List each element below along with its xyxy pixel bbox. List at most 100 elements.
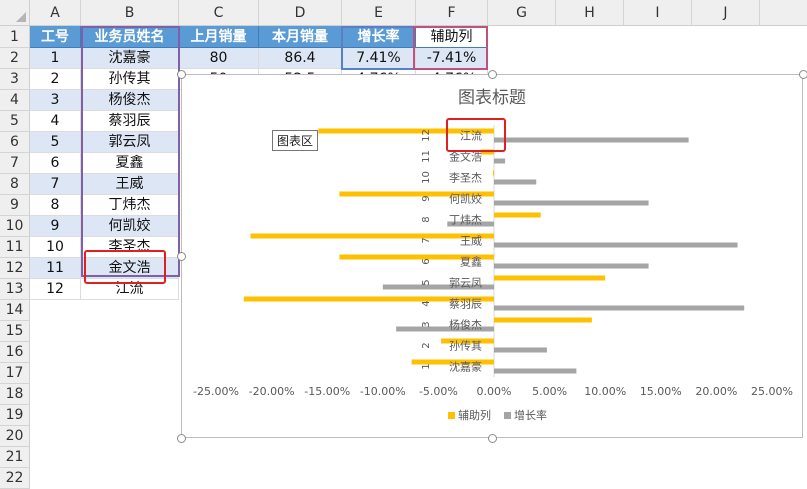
cell-name-4[interactable]: 蔡羽辰 (81, 111, 179, 132)
column-header-k[interactable] (760, 0, 807, 26)
cell-name-2[interactable]: 孙传其 (81, 69, 179, 90)
cell-name-3[interactable]: 杨俊杰 (81, 90, 179, 111)
cell-id-1[interactable]: 1 (30, 48, 81, 69)
cell-name-8[interactable]: 丁炜杰 (81, 195, 179, 216)
row-header-21[interactable]: 21 (0, 447, 30, 468)
row-header-12[interactable]: 12 (0, 258, 30, 279)
row-header-15[interactable]: 15 (0, 321, 30, 342)
bar-growth-8[interactable] (447, 221, 494, 227)
bar-growth-3[interactable] (396, 326, 494, 332)
header-cell-b[interactable]: 业务员姓名 (81, 26, 179, 48)
row-header-14[interactable]: 14 (0, 300, 30, 321)
header-cell-f[interactable]: 辅助列 (416, 26, 488, 48)
row-header-7[interactable]: 7 (0, 153, 30, 174)
cell-id-10[interactable]: 10 (30, 237, 81, 258)
row-header-8[interactable]: 8 (0, 174, 30, 195)
row-header-19[interactable]: 19 (0, 405, 30, 426)
bar-helper-2[interactable] (441, 338, 494, 344)
row-header-16[interactable]: 16 (0, 342, 30, 363)
row-header-17[interactable]: 17 (0, 363, 30, 384)
row-header-6[interactable]: 6 (0, 132, 30, 153)
header-cell-a[interactable]: 工号 (30, 26, 81, 48)
column-header-b[interactable]: B (81, 0, 179, 26)
chart-resize-handle-top-middle[interactable] (488, 70, 497, 79)
cell-name-11[interactable]: 金文浩 (81, 258, 179, 279)
row-header-2[interactable]: 2 (0, 48, 30, 69)
bar-helper-6[interactable] (339, 254, 494, 260)
cell-name-12[interactable]: 江流 (81, 279, 179, 300)
header-cell-d[interactable]: 本月销量 (259, 26, 342, 48)
cell-name-5[interactable]: 郭云凤 (81, 132, 179, 153)
bar-growth-10[interactable] (494, 179, 537, 185)
bar-helper-8[interactable] (494, 212, 541, 218)
row-header-18[interactable]: 18 (0, 384, 30, 405)
column-header-f[interactable]: F (416, 0, 488, 26)
cell-this-month-1[interactable]: 86.4 (259, 48, 342, 69)
column-header-i[interactable]: I (624, 0, 692, 26)
header-cell-c[interactable]: 上月销量 (179, 26, 259, 48)
bar-growth-5[interactable] (382, 284, 494, 290)
bar-growth-6[interactable] (494, 263, 649, 269)
bar-growth-9[interactable] (494, 200, 649, 206)
legend-label-2: 增长率 (514, 408, 547, 422)
row-header-3[interactable]: 3 (0, 69, 30, 90)
category-label-3: 杨俊杰 (449, 318, 482, 332)
cell-id-11[interactable]: 11 (30, 258, 81, 279)
column-header-e[interactable]: E (342, 0, 416, 26)
cell-last-month-1[interactable]: 80 (179, 48, 259, 69)
bar-helper-11[interactable] (480, 149, 494, 155)
cell-id-8[interactable]: 8 (30, 195, 81, 216)
bar-helper-3[interactable] (494, 317, 592, 323)
cell-id-5[interactable]: 5 (30, 132, 81, 153)
row-header-1[interactable]: 1 (0, 26, 30, 48)
cell-id-4[interactable]: 4 (30, 111, 81, 132)
cell-id-9[interactable]: 9 (30, 216, 81, 237)
row-header-22[interactable]: 22 (0, 468, 30, 489)
cell-name-10[interactable]: 李圣杰 (81, 237, 179, 258)
column-header-a[interactable]: A (30, 0, 81, 26)
row-header-20[interactable]: 20 (0, 426, 30, 447)
cell-id-7[interactable]: 7 (30, 174, 81, 195)
row-header-11[interactable]: 11 (0, 237, 30, 258)
bar-helper-4[interactable] (243, 296, 494, 302)
cell-name-1[interactable]: 沈嘉豪 (81, 48, 179, 69)
header-cell-e[interactable]: 增长率 (342, 26, 416, 48)
row-header-13[interactable]: 13 (0, 279, 30, 300)
cell-id-12[interactable]: 12 (30, 279, 81, 300)
chart-area[interactable]: 图表标题 -25.00% -20.00% -15.00% -10.00% -5.00% 0.… (181, 74, 803, 438)
bar-growth-11[interactable] (494, 158, 506, 164)
bar-helper-9[interactable] (339, 191, 494, 197)
bar-growth-7[interactable] (494, 242, 738, 248)
bar-helper-7[interactable] (250, 233, 494, 239)
chart-resize-handle-top-right[interactable] (799, 70, 807, 79)
column-header-h[interactable]: H (556, 0, 624, 26)
bar-helper-10[interactable] (492, 170, 494, 176)
bar-growth-2[interactable] (494, 347, 547, 353)
cell-name-6[interactable]: 夏鑫 (81, 153, 179, 174)
chart-resize-handle-top-left[interactable] (177, 70, 186, 79)
bar-helper-12[interactable] (318, 128, 494, 134)
row-header-10[interactable]: 10 (0, 216, 30, 237)
cell-id-3[interactable]: 3 (30, 90, 81, 111)
column-header-j[interactable]: J (692, 0, 760, 26)
row-header-9[interactable]: 9 (0, 195, 30, 216)
bar-growth-12[interactable] (494, 137, 689, 143)
row-header-5[interactable]: 5 (0, 111, 30, 132)
cell-helper-1[interactable]: -7.41% (416, 48, 488, 69)
cell-name-7[interactable]: 王威 (81, 174, 179, 195)
bar-growth-4[interactable] (494, 305, 745, 311)
row-header-4[interactable]: 4 (0, 90, 30, 111)
cell-id-6[interactable]: 6 (30, 153, 81, 174)
bar-chart[interactable]: 图表标题 -25.00% -20.00% -15.00% -10.00% -5.00% 0.… (182, 75, 802, 437)
column-header-d[interactable]: D (259, 0, 342, 26)
chart-resize-handle-left-middle[interactable] (177, 252, 186, 261)
column-header-c[interactable]: C (179, 0, 259, 26)
cell-id-2[interactable]: 2 (30, 69, 81, 90)
bar-growth-1[interactable] (494, 368, 577, 374)
column-header-g[interactable]: G (488, 0, 556, 26)
bar-helper-1[interactable] (411, 359, 494, 365)
cell-growth-1[interactable]: 7.41% (342, 48, 416, 69)
cell-name-9[interactable]: 何凯姣 (81, 216, 179, 237)
bar-helper-5[interactable] (494, 275, 606, 281)
select-all-corner[interactable] (0, 0, 30, 26)
